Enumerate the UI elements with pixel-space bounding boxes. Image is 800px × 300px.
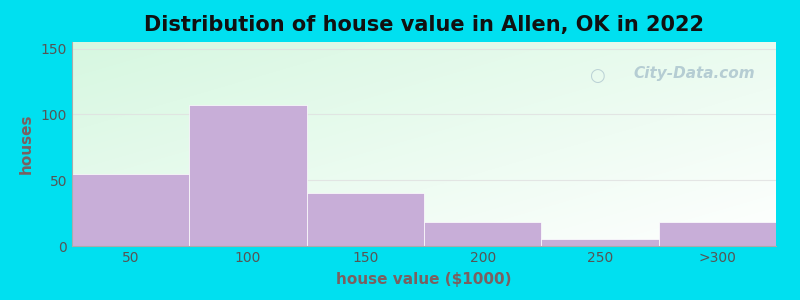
Text: ○: ○ — [590, 67, 605, 85]
Y-axis label: houses: houses — [19, 114, 34, 174]
Bar — [542, 239, 658, 246]
Bar — [424, 222, 542, 246]
Bar — [190, 105, 306, 246]
Bar — [658, 222, 776, 246]
Bar — [306, 194, 424, 246]
X-axis label: house value ($1000): house value ($1000) — [336, 272, 512, 287]
Bar — [72, 174, 190, 246]
Text: City-Data.com: City-Data.com — [634, 67, 755, 82]
Title: Distribution of house value in Allen, OK in 2022: Distribution of house value in Allen, OK… — [144, 15, 704, 35]
